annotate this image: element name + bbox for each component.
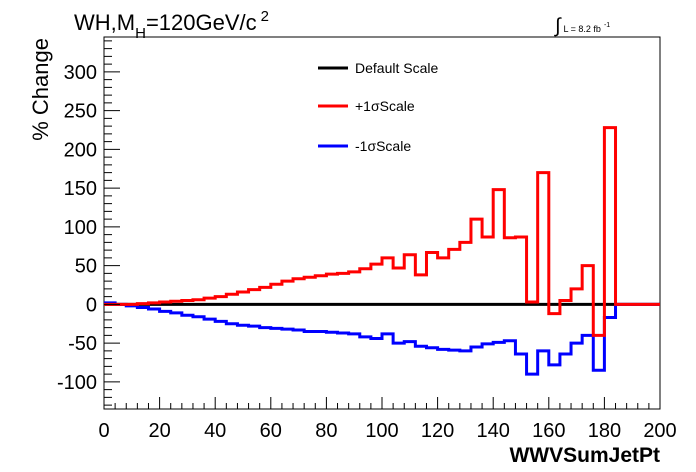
title-superscript: 2 — [261, 8, 269, 25]
y-tick-label: 0 — [86, 294, 97, 316]
series-line-1 — [104, 126, 660, 337]
x-tick-label: 200 — [643, 420, 676, 442]
y-tick-label: 50 — [75, 256, 97, 278]
y-tick-label: -100 — [57, 372, 97, 394]
y-tick-label: 100 — [64, 217, 97, 239]
legend-label-1: +1σScale — [355, 98, 415, 114]
lumi-integral: ∫ — [554, 15, 562, 37]
title-subscript: H — [135, 25, 146, 42]
series-line-2 — [104, 301, 660, 376]
x-tick-label: 20 — [148, 420, 170, 442]
legend-label-2: -1σScale — [355, 138, 411, 154]
y-tick-label: 300 — [64, 62, 97, 84]
title-mid: =120GeV/c — [146, 10, 257, 35]
x-tick-label: 80 — [315, 420, 337, 442]
x-tick-label: 40 — [204, 420, 226, 442]
title-prefix: WH,M — [74, 10, 135, 35]
x-tick-label: 0 — [98, 420, 109, 442]
x-tick-label: 120 — [421, 420, 454, 442]
x-axis-label: WWVSumJetPt — [509, 444, 660, 467]
y-tick-label: 150 — [64, 178, 97, 200]
x-tick-label: 160 — [532, 420, 565, 442]
y-tick-label: 200 — [64, 139, 97, 161]
x-tick-label: 140 — [477, 420, 510, 442]
y-tick-label: 250 — [64, 101, 97, 123]
y-tick-label: -50 — [68, 333, 97, 355]
chart-title: WH,MH=120GeV/c 2 — [74, 8, 269, 42]
lumi-text: L = 8.2 fb — [563, 24, 600, 34]
lumi-label: ∫ L = 8.2 fb -1 — [554, 15, 610, 37]
x-tick-label: 180 — [588, 420, 621, 442]
y-axis-label: % Change — [28, 38, 53, 141]
legend: Default Scale +1σScale -1σScale — [318, 60, 438, 154]
ticks-layer — [103, 40, 661, 409]
legend-label-0: Default Scale — [355, 60, 438, 76]
tick-labels-layer: 0 20 40 60 80 100 120 140 160 180 200 -100 -50 0 50 100… — [57, 62, 677, 442]
series-layer — [104, 126, 660, 376]
plot-frame — [103, 36, 661, 410]
x-tick-label: 60 — [260, 420, 282, 442]
lumi-superscript: -1 — [604, 22, 610, 29]
x-tick-label: 100 — [365, 420, 398, 442]
